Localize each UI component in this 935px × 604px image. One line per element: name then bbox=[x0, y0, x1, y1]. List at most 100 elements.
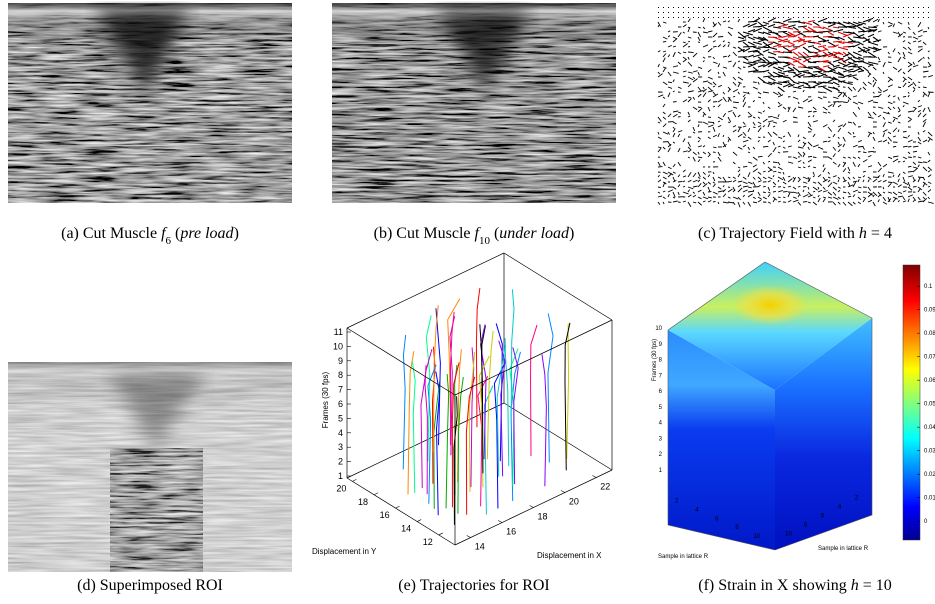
field-dot bbox=[793, 17, 794, 18]
field-dot bbox=[903, 17, 904, 18]
x-tick-label: 18 bbox=[538, 512, 548, 522]
field-dot bbox=[668, 12, 669, 13]
field-dot bbox=[928, 12, 929, 13]
field-dot bbox=[923, 17, 924, 18]
z-tick-label: 6 bbox=[659, 389, 663, 395]
field-dot bbox=[903, 12, 904, 13]
field-vector bbox=[843, 102, 848, 103]
field-vector bbox=[783, 191, 788, 192]
field-dot bbox=[703, 7, 704, 8]
field-vector bbox=[758, 137, 761, 138]
field-dot bbox=[818, 17, 819, 18]
field-vector bbox=[888, 62, 892, 63]
field-dot bbox=[838, 17, 839, 18]
field-dot bbox=[763, 12, 764, 13]
x-tick bbox=[498, 521, 502, 523]
field-vector bbox=[908, 146, 911, 147]
caption: (a) Cut Muscle f6 (pre load) bbox=[61, 225, 239, 247]
caption-run: pre load bbox=[179, 225, 234, 242]
z-tick-label: 2 bbox=[338, 457, 343, 467]
field-dot bbox=[738, 7, 739, 8]
y-tick bbox=[439, 533, 443, 535]
field-dot bbox=[913, 7, 914, 8]
field-dot bbox=[688, 12, 689, 13]
page: 123456789101120181614121416182022Frames … bbox=[0, 0, 935, 604]
field-vector bbox=[678, 181, 682, 182]
caption: (f) Strain in X showing h = 10 bbox=[698, 577, 891, 594]
field-vector bbox=[803, 186, 806, 187]
field-dot bbox=[843, 17, 844, 18]
y-tick-label: 12 bbox=[423, 537, 433, 547]
z-tick-label: 10 bbox=[333, 341, 343, 351]
field-dot bbox=[803, 17, 804, 18]
field-vector bbox=[913, 151, 917, 152]
z-tick-label: 4 bbox=[659, 421, 663, 427]
colorbar-tick-label: 0.03 bbox=[924, 449, 935, 455]
field-dot bbox=[693, 17, 694, 18]
field-dot bbox=[758, 7, 759, 8]
z-tick-label: 4 bbox=[338, 428, 343, 438]
field-dot bbox=[863, 17, 864, 18]
field-dot bbox=[713, 12, 714, 13]
field-dot bbox=[813, 7, 814, 8]
field-vector bbox=[688, 52, 694, 53]
z-tick-label: 5 bbox=[338, 413, 343, 423]
colorbar-tick-label: 0.09 bbox=[924, 308, 935, 314]
field-dot bbox=[788, 17, 789, 18]
caption-run: under load bbox=[499, 225, 570, 242]
field-dot bbox=[683, 12, 684, 13]
field-dot bbox=[678, 7, 679, 8]
field-vector bbox=[873, 96, 878, 97]
field-dot bbox=[698, 7, 699, 8]
field-dot bbox=[703, 17, 704, 18]
field-dot bbox=[888, 7, 889, 8]
field-dot bbox=[898, 17, 899, 18]
field-dot bbox=[833, 7, 834, 8]
field-vector bbox=[803, 167, 805, 168]
z-tick-label: 10 bbox=[655, 326, 662, 332]
field-dot bbox=[663, 12, 664, 13]
field-dot bbox=[718, 12, 719, 13]
caption-run: (e) Trajectories for ROI bbox=[398, 577, 550, 594]
field-dot bbox=[758, 12, 759, 13]
y-tick-label: 14 bbox=[401, 524, 411, 534]
field-dot bbox=[778, 12, 779, 13]
strain-plot: 12345678910246810108642Frames (30 fps)Sa… bbox=[652, 262, 935, 560]
z-axis-label: Frames (30 fps) bbox=[652, 339, 658, 381]
field-dot bbox=[743, 7, 744, 8]
x-tick-label: 14 bbox=[475, 542, 485, 552]
field-dot bbox=[663, 17, 664, 18]
field-vector bbox=[888, 182, 892, 183]
z-tick-label: 6 bbox=[338, 399, 343, 409]
caption: (b) Cut Muscle f10 (under load) bbox=[374, 225, 575, 247]
field-dot bbox=[763, 7, 764, 8]
field-dot bbox=[783, 7, 784, 8]
field-dot bbox=[708, 17, 709, 18]
field-dot bbox=[753, 17, 754, 18]
field-dot bbox=[858, 7, 859, 8]
box-edge bbox=[347, 253, 504, 328]
field-dot bbox=[923, 7, 924, 8]
field-dot bbox=[833, 17, 834, 18]
trajectory-field bbox=[655, 5, 934, 207]
field-vector bbox=[813, 111, 817, 112]
field-dot bbox=[798, 17, 799, 18]
field-dot bbox=[878, 7, 879, 8]
y-tick bbox=[374, 493, 378, 495]
field-dot bbox=[883, 7, 884, 8]
field-vector bbox=[853, 136, 856, 137]
z-tick-label: 3 bbox=[659, 436, 663, 442]
field-dot bbox=[748, 12, 749, 13]
caption-run: h bbox=[851, 577, 859, 594]
caption-run: ( bbox=[490, 225, 499, 242]
y-tick-label: 20 bbox=[336, 483, 346, 493]
field-dot bbox=[913, 12, 914, 13]
field-dot bbox=[748, 17, 749, 18]
field-vector bbox=[918, 82, 920, 83]
field-dot bbox=[883, 17, 884, 18]
field-dot bbox=[783, 17, 784, 18]
field-dot bbox=[848, 17, 849, 18]
right-tick-label: 10 bbox=[785, 532, 792, 538]
field-dot bbox=[693, 7, 694, 8]
field-dot bbox=[723, 7, 724, 8]
